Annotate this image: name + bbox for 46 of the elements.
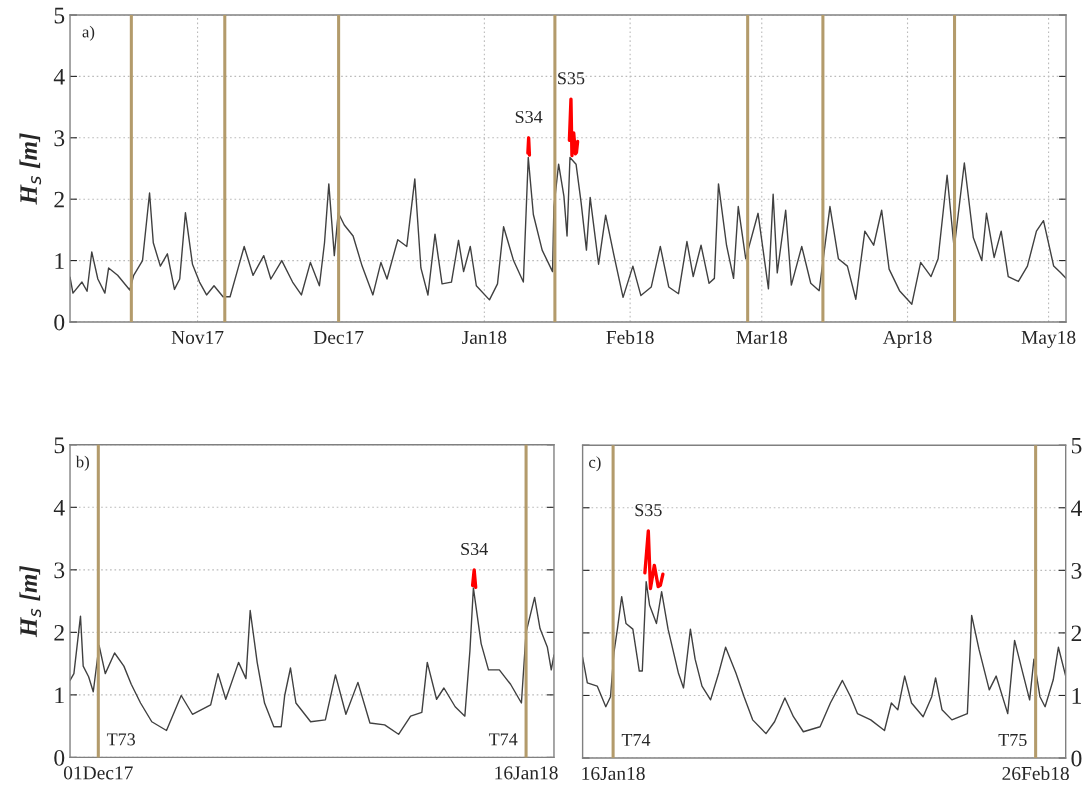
y-tick-label: 4 (53, 69, 65, 85)
annotation: S34 (461, 542, 488, 556)
ref-line-label: T73 (106, 733, 136, 746)
x-tick-label: Dec17 (313, 330, 364, 344)
x-tick-label: 01Dec17 (63, 766, 133, 780)
y-tick-label: 1 (1072, 688, 1081, 704)
annotation: S35 (635, 504, 662, 517)
line-series (643, 529, 665, 591)
x-tick-label: 16Jan18 (582, 766, 645, 781)
ref-line-label: T75 (998, 734, 1027, 747)
ref-line-label: T74 (621, 733, 651, 746)
y-tick-label: 5 (54, 437, 65, 454)
line-series (582, 580, 1066, 735)
x-tick-label: Mar18 (736, 330, 787, 344)
y-tick-label: 0 (54, 314, 65, 331)
y-tick-label: 0 (54, 749, 65, 766)
line-series (70, 587, 554, 735)
annotation: S34 (515, 110, 543, 124)
y-axis-title: H$_{s}$ [m] (19, 133, 42, 205)
x-tick-label: Jan18 (462, 330, 507, 344)
ref-line-label: T74 (488, 733, 518, 746)
y-tick-label: 3 (54, 562, 65, 579)
y-tick-label: 1 (55, 687, 64, 704)
y-tick-label: 2 (1071, 625, 1082, 642)
y-tick-label: 1 (55, 253, 64, 269)
x-tick-label: Feb18 (606, 330, 654, 344)
y-tick-label: 0 (1071, 750, 1082, 767)
y-tick-label: 5 (1071, 437, 1082, 454)
x-tick-label: Apr18 (882, 330, 932, 348)
y-tick-label: 3 (54, 130, 65, 147)
x-tick-label: 16Jan18 (495, 766, 558, 780)
annotation: S35 (558, 72, 585, 85)
line-series (70, 156, 1067, 305)
x-tick-label: May18 (1021, 330, 1076, 348)
y-tick-label: 5 (54, 7, 65, 24)
annotation: a) (82, 25, 95, 41)
y-tick-label: 3 (1071, 562, 1082, 579)
annotation: b) (75, 455, 89, 471)
annotation: c) (589, 456, 601, 472)
y-tick-label: 2 (54, 191, 64, 208)
y-tick-label: 2 (54, 624, 64, 641)
y-axis-title: H$_{s}$ [m] (19, 565, 42, 638)
y-tick-label: 4 (1071, 500, 1082, 516)
y-tick-label: 4 (53, 499, 65, 516)
x-tick-label: Nov17 (171, 330, 224, 344)
x-tick-label: 26Feb18 (1002, 766, 1069, 781)
